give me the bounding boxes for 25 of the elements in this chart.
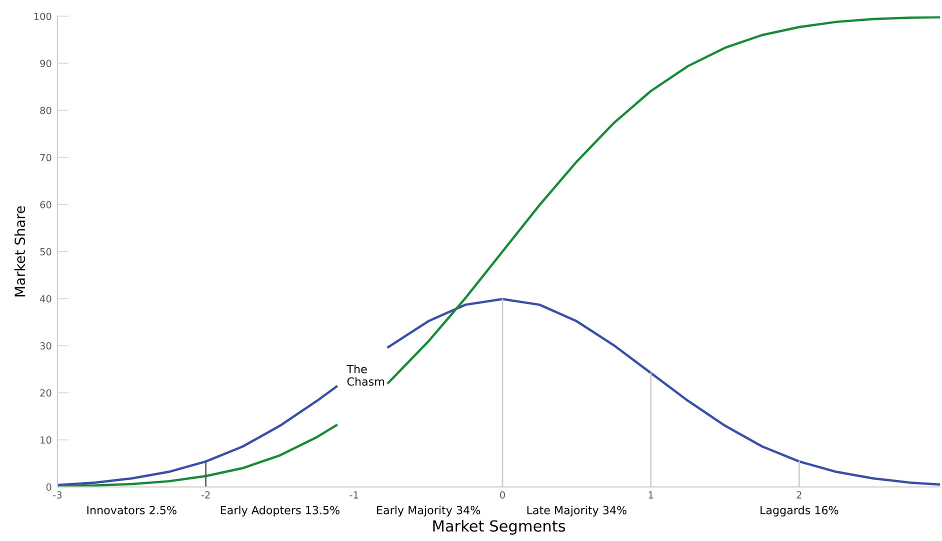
x-tick-label: 0	[500, 491, 505, 499]
x-tick-label: 2	[796, 491, 802, 498]
x-tick-label: -3	[53, 491, 62, 499]
text: Early Majority 34%	[377, 506, 480, 516]
y-tick-label: 10	[40, 436, 52, 444]
y-tick-label: 60	[40, 200, 52, 208]
text: Early Adopters 13.5%	[220, 506, 340, 516]
x-axis-title: Market Segments	[433, 520, 566, 535]
x-tick-label: -2	[201, 491, 210, 498]
y-tick-label: 40	[40, 295, 52, 302]
y-tick-label: 70	[40, 154, 52, 162]
x-tick-label: 1	[648, 491, 654, 498]
y-tick-label: 80	[40, 106, 52, 114]
y-tick-label: 0	[46, 483, 52, 491]
text: Laggards 16%	[760, 506, 838, 516]
y-tick-label: 30	[40, 342, 52, 350]
y-axis-title: Market Share	[14, 206, 26, 296]
text: Innovators 2.5%	[87, 506, 176, 514]
y-tick-label: 100	[34, 12, 52, 20]
text: Late Majority 34%	[527, 506, 626, 516]
y-tick-label: 20	[40, 389, 52, 397]
y-tick-label: 90	[40, 60, 52, 68]
annotation: The Chasm	[346, 364, 384, 386]
x-tick-label: -1	[350, 491, 358, 498]
y-tick-label: 50	[40, 248, 52, 256]
